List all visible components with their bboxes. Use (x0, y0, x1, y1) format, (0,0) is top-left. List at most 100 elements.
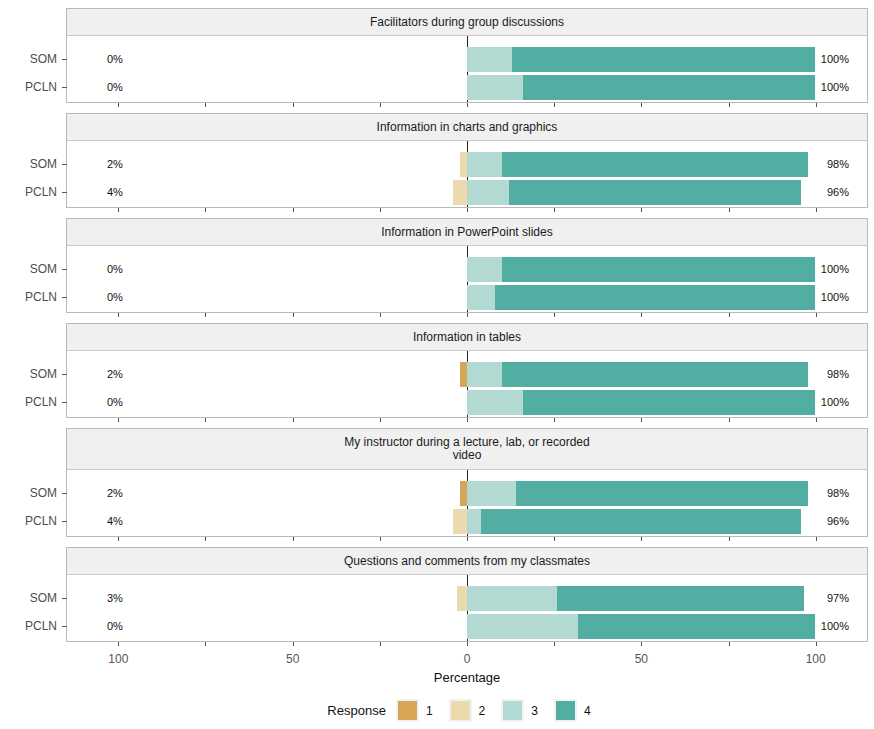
facet-title: Information in PowerPoint slides (381, 226, 552, 239)
bar-segment-response-2 (453, 509, 467, 534)
positive-total-label: 100% (821, 75, 849, 100)
x-axis-tick (205, 537, 206, 541)
bar-row-pcln (67, 509, 867, 534)
likert-chart: Facilitators during group discussions SOM… (0, 8, 874, 722)
negative-total-label: 2% (107, 362, 123, 387)
x-axis-tick (205, 313, 206, 317)
facet-plot: SOM3%97%PCLN0%100% (67, 574, 867, 641)
negative-total-label: 0% (107, 47, 123, 72)
x-axis-tick (554, 208, 555, 212)
x-axis-tick (467, 313, 468, 317)
x-axis-tick (205, 418, 206, 422)
negative-total-label: 0% (107, 390, 123, 415)
negative-total-label: 0% (107, 257, 123, 282)
legend-swatch-response-2 (449, 699, 472, 722)
facet-title: Information in charts and graphics (377, 121, 558, 134)
x-axis-tick (729, 418, 730, 422)
positive-total-label: 100% (821, 390, 849, 415)
bar-segment-response-3 (467, 481, 516, 506)
positive-total-label: 100% (821, 285, 849, 310)
x-axis-tick (554, 642, 555, 646)
negative-total-label: 0% (107, 614, 123, 639)
x-axis-ticks (66, 313, 868, 318)
facet-panel: Information in PowerPoint slidesSOM0%100… (66, 218, 868, 318)
x-axis-tick (293, 537, 294, 541)
bar-segment-response-4 (512, 47, 815, 72)
x-axis-tick (293, 418, 294, 422)
bar-segment-response-4 (557, 586, 804, 611)
x-axis-tick (467, 208, 468, 212)
x-axis-tick (729, 313, 730, 317)
x-axis-tick (118, 103, 119, 107)
y-axis-label-som: SOM (3, 47, 57, 72)
x-axis-tick (641, 537, 642, 541)
y-axis-label-pcln: PCLN (3, 614, 57, 639)
facet-title: Questions and comments from my classmate… (344, 555, 590, 568)
facet-panel: My instructor during a lecture, lab, or … (66, 428, 868, 542)
facet-panel: Facilitators during group discussionsSOM… (66, 8, 868, 108)
bar-row-pcln (67, 285, 867, 310)
facet-plot: SOM0%100%PCLN0%100% (67, 245, 867, 312)
x-axis-tick-label: 50 (635, 652, 648, 666)
x-axis-tick (118, 313, 119, 317)
bar-segment-response-4 (516, 481, 808, 506)
positive-total-label: 100% (821, 614, 849, 639)
bar-segment-response-1 (460, 362, 467, 387)
facet-panel-box: Questions and comments from my classmate… (66, 547, 868, 642)
x-axis-tick (467, 418, 468, 422)
x-axis-ticks (66, 537, 868, 542)
x-axis-tick (205, 208, 206, 212)
bar-row-som (67, 152, 867, 177)
facet-plot: SOM2%98%PCLN4%96% (67, 140, 867, 207)
facet-panel-box: Facilitators during group discussionsSOM… (66, 8, 868, 103)
x-axis-tick (380, 418, 381, 422)
y-axis-label-som: SOM (3, 257, 57, 282)
facet-strip: Facilitators during group discussions (67, 9, 867, 35)
x-axis-tick-label: 50 (286, 652, 299, 666)
x-axis-tick (293, 103, 294, 107)
y-axis-label-pcln: PCLN (3, 180, 57, 205)
legend-swatch-response-1 (396, 699, 419, 722)
facet-title: Information in tables (413, 331, 521, 344)
x-axis-tick (118, 537, 119, 541)
bar-segment-response-4 (502, 152, 808, 177)
facet-panel-box: My instructor during a lecture, lab, or … (66, 428, 868, 537)
facet-strip: My instructor during a lecture, lab, or … (67, 429, 867, 469)
facet-plot: SOM2%98%PCLN4%96% (67, 469, 867, 536)
bar-row-som (67, 257, 867, 282)
x-axis-tick-label: 0 (464, 652, 471, 666)
facet-plot: SOM2%98%PCLN0%100% (67, 350, 867, 417)
facet-title: My instructor during a lecture, lab, or … (344, 436, 589, 462)
bar-segment-response-3 (467, 75, 523, 100)
x-axis-ticks (66, 418, 868, 423)
x-axis-tick (467, 103, 468, 107)
bar-segment-response-4 (523, 75, 815, 100)
negative-total-label: 4% (107, 180, 123, 205)
positive-total-label: 98% (827, 362, 849, 387)
x-axis-tick (641, 103, 642, 107)
positive-total-label: 98% (827, 152, 849, 177)
x-axis-tick (641, 642, 642, 646)
facet-panel: Information in charts and graphics SOM2%9… (66, 113, 868, 213)
bar-segment-response-4 (502, 362, 808, 387)
x-axis-tick (293, 313, 294, 317)
bar-row-som (67, 362, 867, 387)
negative-total-label: 4% (107, 509, 123, 534)
bar-segment-response-4 (578, 614, 815, 639)
bar-row-som (67, 47, 867, 72)
bar-row-pcln (67, 390, 867, 415)
bar-segment-response-2 (460, 152, 467, 177)
positive-total-label: 97% (827, 586, 849, 611)
x-axis-tick (641, 418, 642, 422)
x-axis-tick (641, 313, 642, 317)
bar-segment-response-2 (453, 180, 467, 205)
x-axis-tick (729, 208, 730, 212)
bar-segment-response-3 (467, 390, 523, 415)
x-axis-tick (816, 418, 817, 422)
bar-segment-response-3 (467, 509, 481, 534)
x-axis-tick (205, 103, 206, 107)
x-axis-tick (554, 418, 555, 422)
x-axis-tick (816, 208, 817, 212)
legend-items: 1234 (396, 699, 607, 722)
negative-total-label: 0% (107, 285, 123, 310)
